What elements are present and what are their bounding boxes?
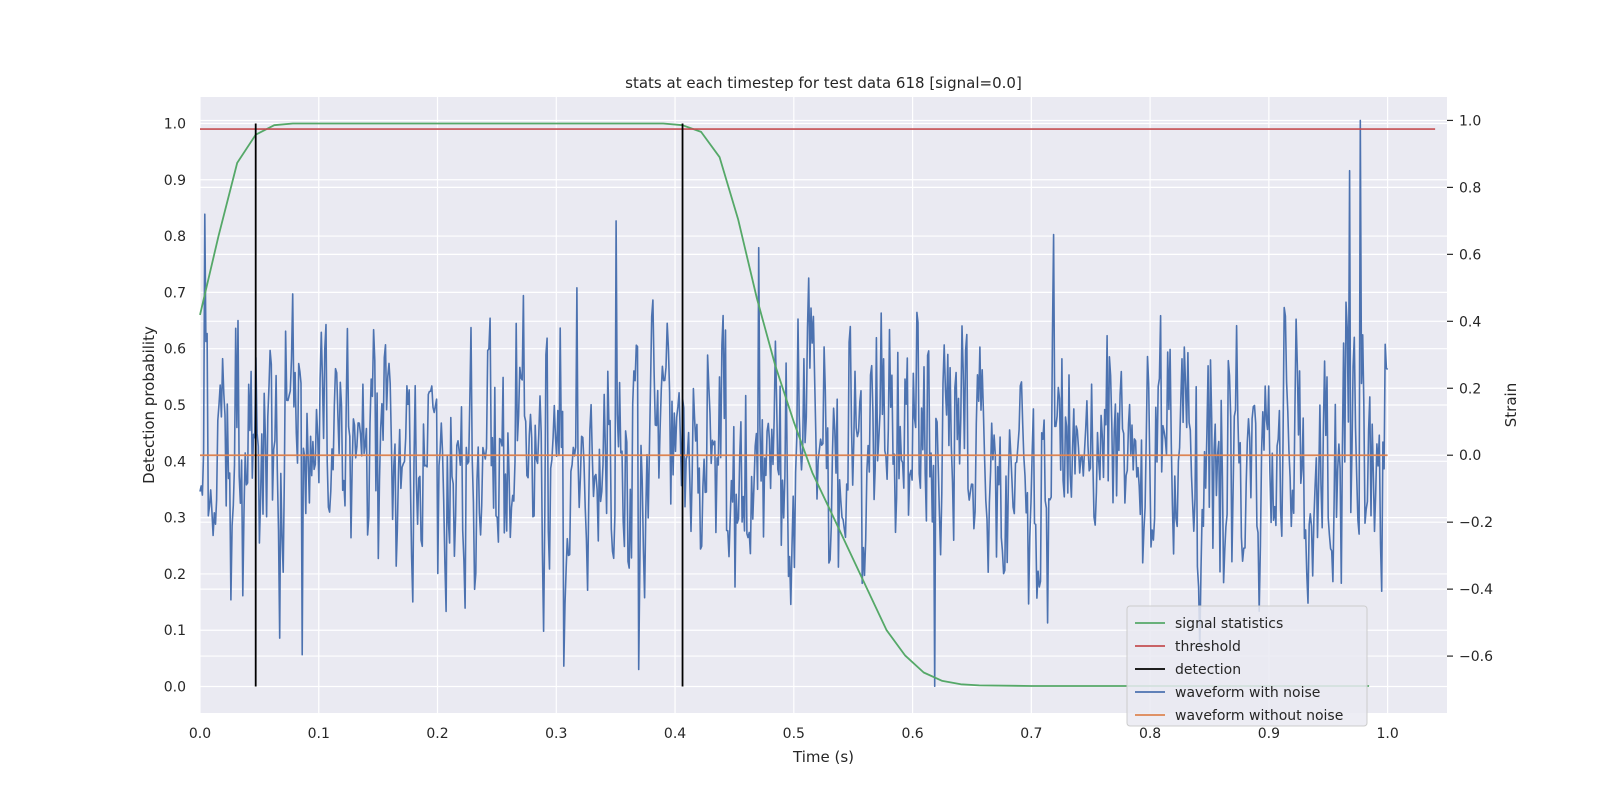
axes-layer: 0.0 0.1 0.2 0.3 0.4 0.5 0.6 0.7 0.8 0.9 1.0 0.0 0.1 0…: [164, 113, 1493, 742]
legend-entry: waveform without noise: [1175, 708, 1343, 724]
y2-tick-label: −0.4: [1459, 582, 1493, 598]
y2-tick-label: 0.6: [1459, 247, 1481, 263]
y-axis-label: Detection probability: [140, 326, 158, 484]
legend-entry: waveform with noise: [1175, 685, 1320, 701]
legend-entry: signal statistics: [1175, 616, 1283, 632]
chart-title: stats at each timestep for test data 618…: [625, 74, 1022, 92]
series-waveform-with-noise: [199, 119, 1389, 688]
y2-tick-label: −0.6: [1459, 649, 1493, 665]
x-tick-label: 0.4: [664, 726, 686, 742]
x-tick-label: 0.5: [783, 726, 805, 742]
x-tick-label: 0.2: [426, 726, 448, 742]
legend: signal statistics threshold detection wavef…: [1126, 605, 1368, 727]
legend-box: [1126, 605, 1368, 727]
y-tick-label: 1.0: [164, 116, 186, 132]
y2-tick-label: 0.0: [1459, 448, 1481, 464]
series-layer: [199, 119, 1436, 688]
x-tick-label: 0.3: [545, 726, 567, 742]
x-tick-label: 1.0: [1376, 726, 1398, 742]
y-tick-label: 0.5: [164, 398, 186, 414]
x-axis-label: Time (s): [792, 748, 854, 766]
y-tick-label: 0.7: [164, 285, 186, 301]
x-tick-label: 0.1: [308, 726, 330, 742]
x-tick-label: 0.8: [1139, 726, 1161, 742]
y-tick-label: 0.4: [164, 454, 186, 470]
y-tick-label: 0.9: [164, 173, 186, 189]
legend-entry: threshold: [1175, 639, 1241, 655]
y-tick-label: 0.3: [164, 511, 186, 527]
y-tick-label: 0.1: [164, 623, 186, 639]
y-tick-label: 0.8: [164, 229, 186, 245]
y2-axis-label: Strain: [1502, 383, 1520, 427]
x-tick-label: 0.6: [901, 726, 923, 742]
y2-tick-label: 0.4: [1459, 314, 1481, 330]
series-signal-statistics: [199, 122, 1370, 687]
x-tick-label: 0.7: [1020, 726, 1042, 742]
y-tick-label: 0.0: [164, 680, 186, 696]
x-tick-label: 0.9: [1258, 726, 1280, 742]
x-tick-label: 0.0: [189, 726, 211, 742]
y-tick-label: 0.6: [164, 342, 186, 358]
y2-tick-label: 0.8: [1459, 180, 1481, 196]
y2-tick-label: 1.0: [1459, 113, 1481, 129]
y-tick-label: 0.2: [164, 567, 186, 583]
y2-tick-label: −0.2: [1459, 515, 1493, 531]
y2-tick-label: 0.2: [1459, 381, 1481, 397]
legend-entry: detection: [1175, 662, 1241, 678]
